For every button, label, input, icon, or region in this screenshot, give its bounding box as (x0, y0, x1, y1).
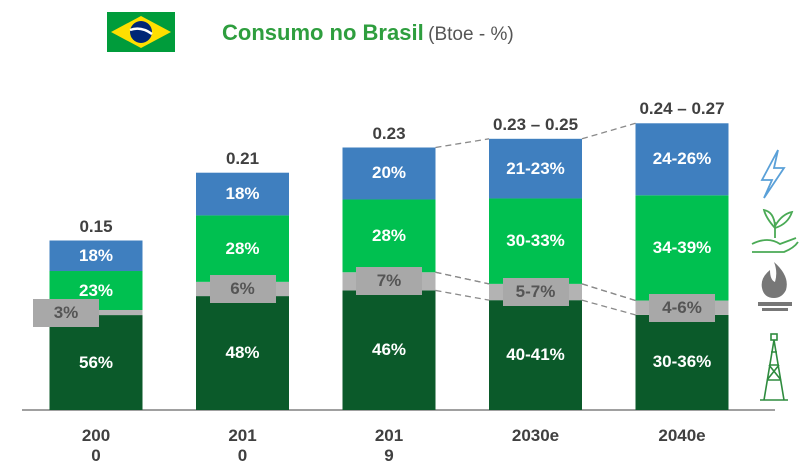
connector (435, 289, 490, 301)
segment-label: 28% (225, 238, 260, 258)
bar-segment (342, 290, 436, 410)
icon-gas (758, 262, 792, 311)
connector (581, 299, 636, 316)
x-tick-label: 2000 (81, 426, 111, 465)
connector (581, 283, 636, 302)
segment-label: 46% (371, 340, 407, 360)
connector (581, 122, 636, 140)
segment-label: 40-41% (506, 345, 565, 365)
gas-label: 7% (356, 267, 422, 296)
connector (435, 138, 490, 149)
flag (107, 12, 175, 52)
bar-segment (342, 147, 436, 200)
x-tick-label: 2010 (228, 426, 257, 465)
segment-label: 18% (78, 245, 114, 265)
bar-segment (196, 172, 289, 216)
segment-label: 28% (371, 225, 407, 245)
gas-label: 4-6% (649, 293, 715, 322)
bar-segment (489, 198, 582, 284)
icon-renewable (751, 208, 799, 253)
x-tick-label: 2019 (374, 426, 404, 465)
bar-segment (635, 195, 729, 301)
bar-segment (49, 315, 143, 410)
gas-label: 3% (33, 298, 99, 327)
segment-label: 20% (371, 163, 407, 183)
segment-label: 48% (225, 343, 260, 363)
icon-oil (760, 333, 788, 401)
title-block: Consumo no Brasil (Btoe - %) (222, 20, 514, 46)
connector (435, 271, 490, 285)
icon-electricity (760, 149, 786, 199)
total-label: 0.23 (372, 123, 406, 143)
chart-title: Consumo no Brasil (222, 20, 424, 45)
bar-segment (342, 199, 436, 273)
segment-label: 34-39% (652, 237, 712, 257)
total-label: 0.23 – 0.25 (492, 114, 579, 134)
segment-label: 21-23% (506, 158, 565, 178)
x-tick-label: 2040e (658, 426, 706, 445)
segment-label: 30-36% (652, 352, 712, 372)
bar-segment (489, 300, 582, 410)
bar-segment (196, 215, 289, 282)
segment-label: 56% (78, 352, 114, 372)
segment-label: 30-33% (506, 231, 565, 251)
x-tick-label: 2030e (511, 426, 560, 445)
total-label: 0.15 (79, 216, 113, 236)
total-label: 0.21 (225, 148, 260, 168)
bar-segment (196, 296, 289, 410)
bar-segment (49, 240, 143, 272)
bar-segment (635, 123, 729, 196)
segment-label: 24-26% (652, 149, 712, 169)
total-label: 0.24 – 0.27 (639, 99, 725, 119)
segment-label: 23% (78, 280, 114, 300)
bar-segment (489, 138, 582, 199)
gas-label: 5-7% (502, 278, 569, 307)
connector (581, 283, 636, 302)
gas-label: 6% (209, 274, 276, 303)
chart-subtitle: (Btoe - %) (428, 24, 514, 45)
bar-segment (635, 314, 729, 410)
segment-label: 18% (225, 184, 260, 204)
